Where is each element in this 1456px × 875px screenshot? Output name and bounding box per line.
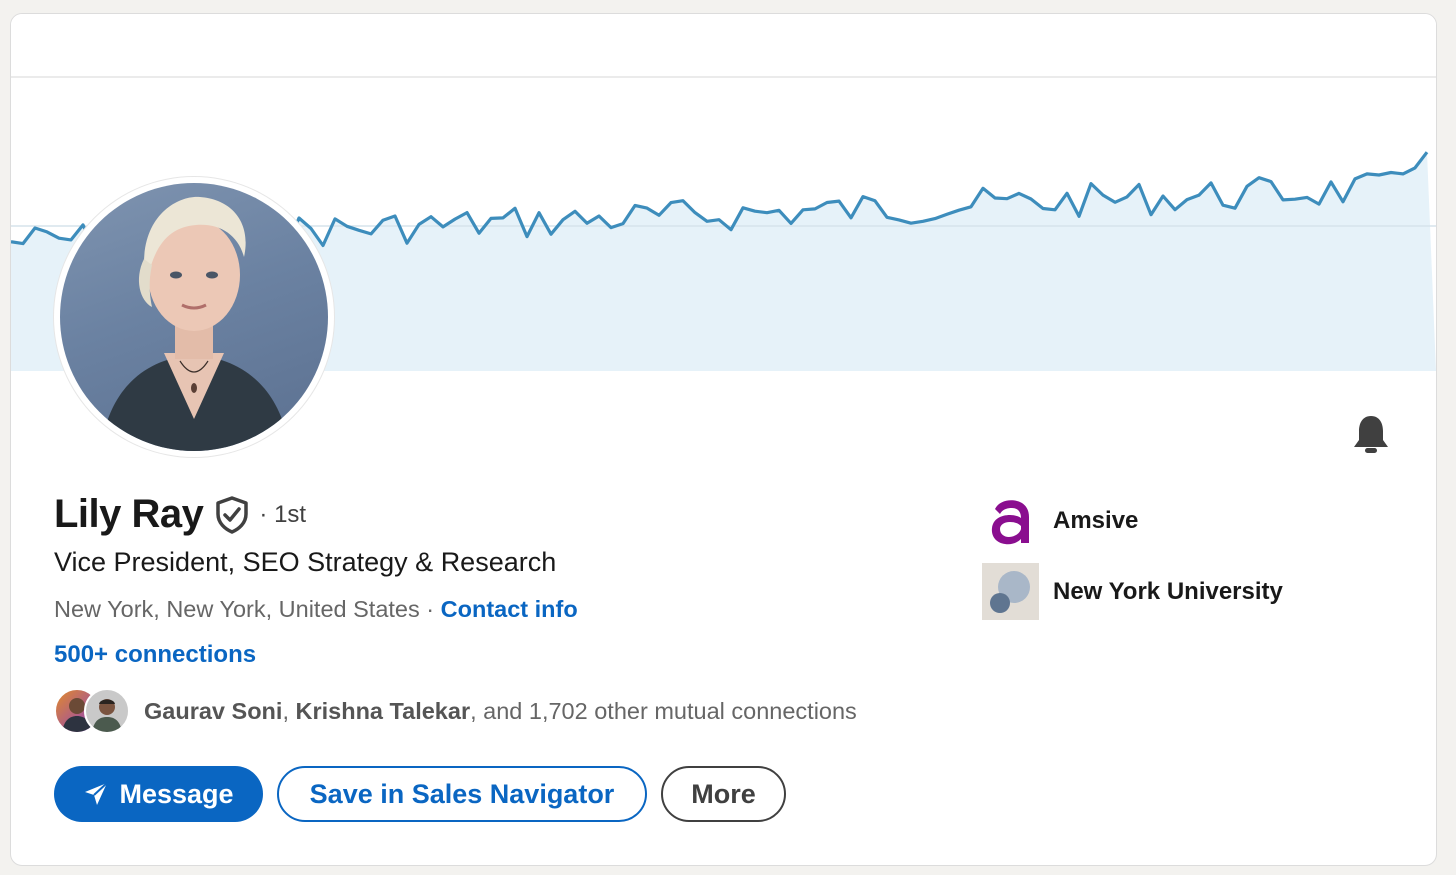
message-button[interactable]: Message: [54, 766, 263, 822]
contact-info-link[interactable]: Contact info: [440, 596, 578, 622]
org-nyu[interactable]: New York University: [982, 563, 1283, 620]
profile-headline: Vice President, SEO Strategy & Research: [54, 547, 557, 577]
more-button[interactable]: More: [661, 766, 786, 822]
mutual-avatar-two: [84, 688, 130, 734]
location-row: New York, New York, United States · Cont…: [54, 596, 578, 623]
mutual-separator: ,: [282, 697, 296, 724]
amsive-logo-icon: [982, 492, 1039, 549]
profile-card: Lily Ray · 1st Vice President, SEO Strat…: [10, 13, 1437, 866]
verified-shield-icon[interactable]: [215, 495, 249, 534]
mutual-connections[interactable]: Gaurav Soni, Krishna Talekar, and 1,702 …: [54, 685, 857, 737]
org-amsive[interactable]: Amsive: [982, 492, 1283, 549]
name-row: Lily Ray · 1st: [54, 492, 306, 537]
mutual-connections-text: Gaurav Soni, Krishna Talekar, and 1,702 …: [144, 698, 857, 725]
profile-photo-image: [60, 183, 328, 451]
profile-actions: Message Save in Sales Navigator More: [54, 766, 786, 822]
bell-icon[interactable]: [1351, 413, 1391, 455]
mutual-name-two: Krishna Talekar: [295, 697, 471, 724]
org-name: Amsive: [1053, 506, 1139, 534]
mutual-rest: , and 1,702 other mutual connections: [470, 697, 857, 724]
organizations: Amsive New York University: [982, 492, 1283, 634]
send-icon: [85, 782, 109, 805]
org-name: New York University: [1053, 577, 1283, 605]
location-separator: ·: [419, 596, 441, 622]
nyu-logo-icon: [982, 563, 1039, 620]
profile-location: New York, New York, United States: [54, 596, 420, 622]
message-button-label: Message: [119, 778, 234, 809]
save-in-sales-navigator-button[interactable]: Save in Sales Navigator: [277, 766, 647, 822]
profile-photo[interactable]: [54, 177, 334, 457]
mutual-name-one: Gaurav Soni: [144, 697, 283, 724]
connections-link[interactable]: 500+ connections: [54, 641, 257, 668]
profile-name: Lily Ray: [54, 492, 204, 536]
connection-degree: · 1st: [259, 500, 307, 528]
